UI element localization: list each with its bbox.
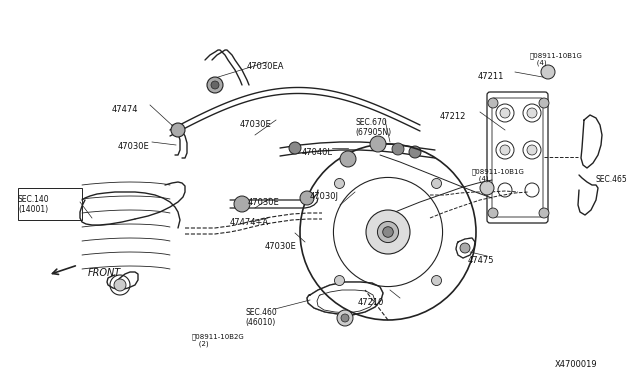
Circle shape [383, 227, 393, 237]
Text: 47211: 47211 [478, 72, 504, 81]
Text: SEC.140
(14001): SEC.140 (14001) [18, 195, 50, 214]
Circle shape [480, 181, 494, 195]
Text: ⓝ08911-10B1G
   (4): ⓝ08911-10B1G (4) [472, 168, 525, 182]
Circle shape [541, 65, 555, 79]
Circle shape [500, 108, 510, 118]
Text: 47210: 47210 [358, 298, 385, 307]
Circle shape [234, 196, 250, 212]
Circle shape [335, 179, 344, 189]
Circle shape [335, 276, 344, 286]
Circle shape [527, 145, 537, 155]
Circle shape [431, 276, 442, 286]
Polygon shape [307, 282, 383, 315]
Text: SEC.460
(46010): SEC.460 (46010) [245, 308, 276, 327]
Circle shape [340, 151, 356, 167]
Text: SEC.465: SEC.465 [595, 175, 627, 184]
Text: 47474: 47474 [112, 105, 138, 114]
Text: 47212: 47212 [440, 112, 467, 121]
Circle shape [211, 81, 219, 89]
Circle shape [539, 208, 549, 218]
Text: 47030E: 47030E [265, 242, 297, 251]
Circle shape [207, 77, 223, 93]
Text: 47030E: 47030E [248, 198, 280, 207]
Text: 47030EA: 47030EA [247, 62, 285, 71]
Circle shape [366, 210, 410, 254]
Text: X4700019: X4700019 [555, 360, 598, 369]
Text: SEC.670
(67905N): SEC.670 (67905N) [355, 118, 391, 137]
Text: ⓝ08911-10B2G
   (2): ⓝ08911-10B2G (2) [192, 333, 244, 347]
Text: 47030J: 47030J [310, 192, 339, 201]
Text: 47030E: 47030E [118, 142, 150, 151]
Circle shape [370, 136, 386, 152]
Circle shape [539, 98, 549, 108]
Circle shape [392, 143, 404, 155]
Text: 47474+A: 47474+A [230, 218, 269, 227]
Circle shape [289, 142, 301, 154]
Circle shape [171, 123, 185, 137]
Polygon shape [456, 238, 475, 258]
Circle shape [337, 310, 353, 326]
Circle shape [300, 191, 314, 205]
Circle shape [488, 208, 498, 218]
Text: 47475: 47475 [468, 256, 495, 265]
Circle shape [500, 145, 510, 155]
Circle shape [431, 179, 442, 189]
Circle shape [378, 221, 399, 243]
Circle shape [114, 279, 126, 291]
Circle shape [341, 314, 349, 322]
Circle shape [409, 146, 421, 158]
Text: 47030E: 47030E [240, 120, 272, 129]
Circle shape [488, 98, 498, 108]
Text: 47040L: 47040L [302, 148, 333, 157]
Text: ⓝ08911-10B1G
   (4): ⓝ08911-10B1G (4) [530, 52, 583, 66]
Circle shape [527, 108, 537, 118]
Circle shape [460, 243, 470, 253]
Text: FRONT: FRONT [88, 268, 121, 278]
